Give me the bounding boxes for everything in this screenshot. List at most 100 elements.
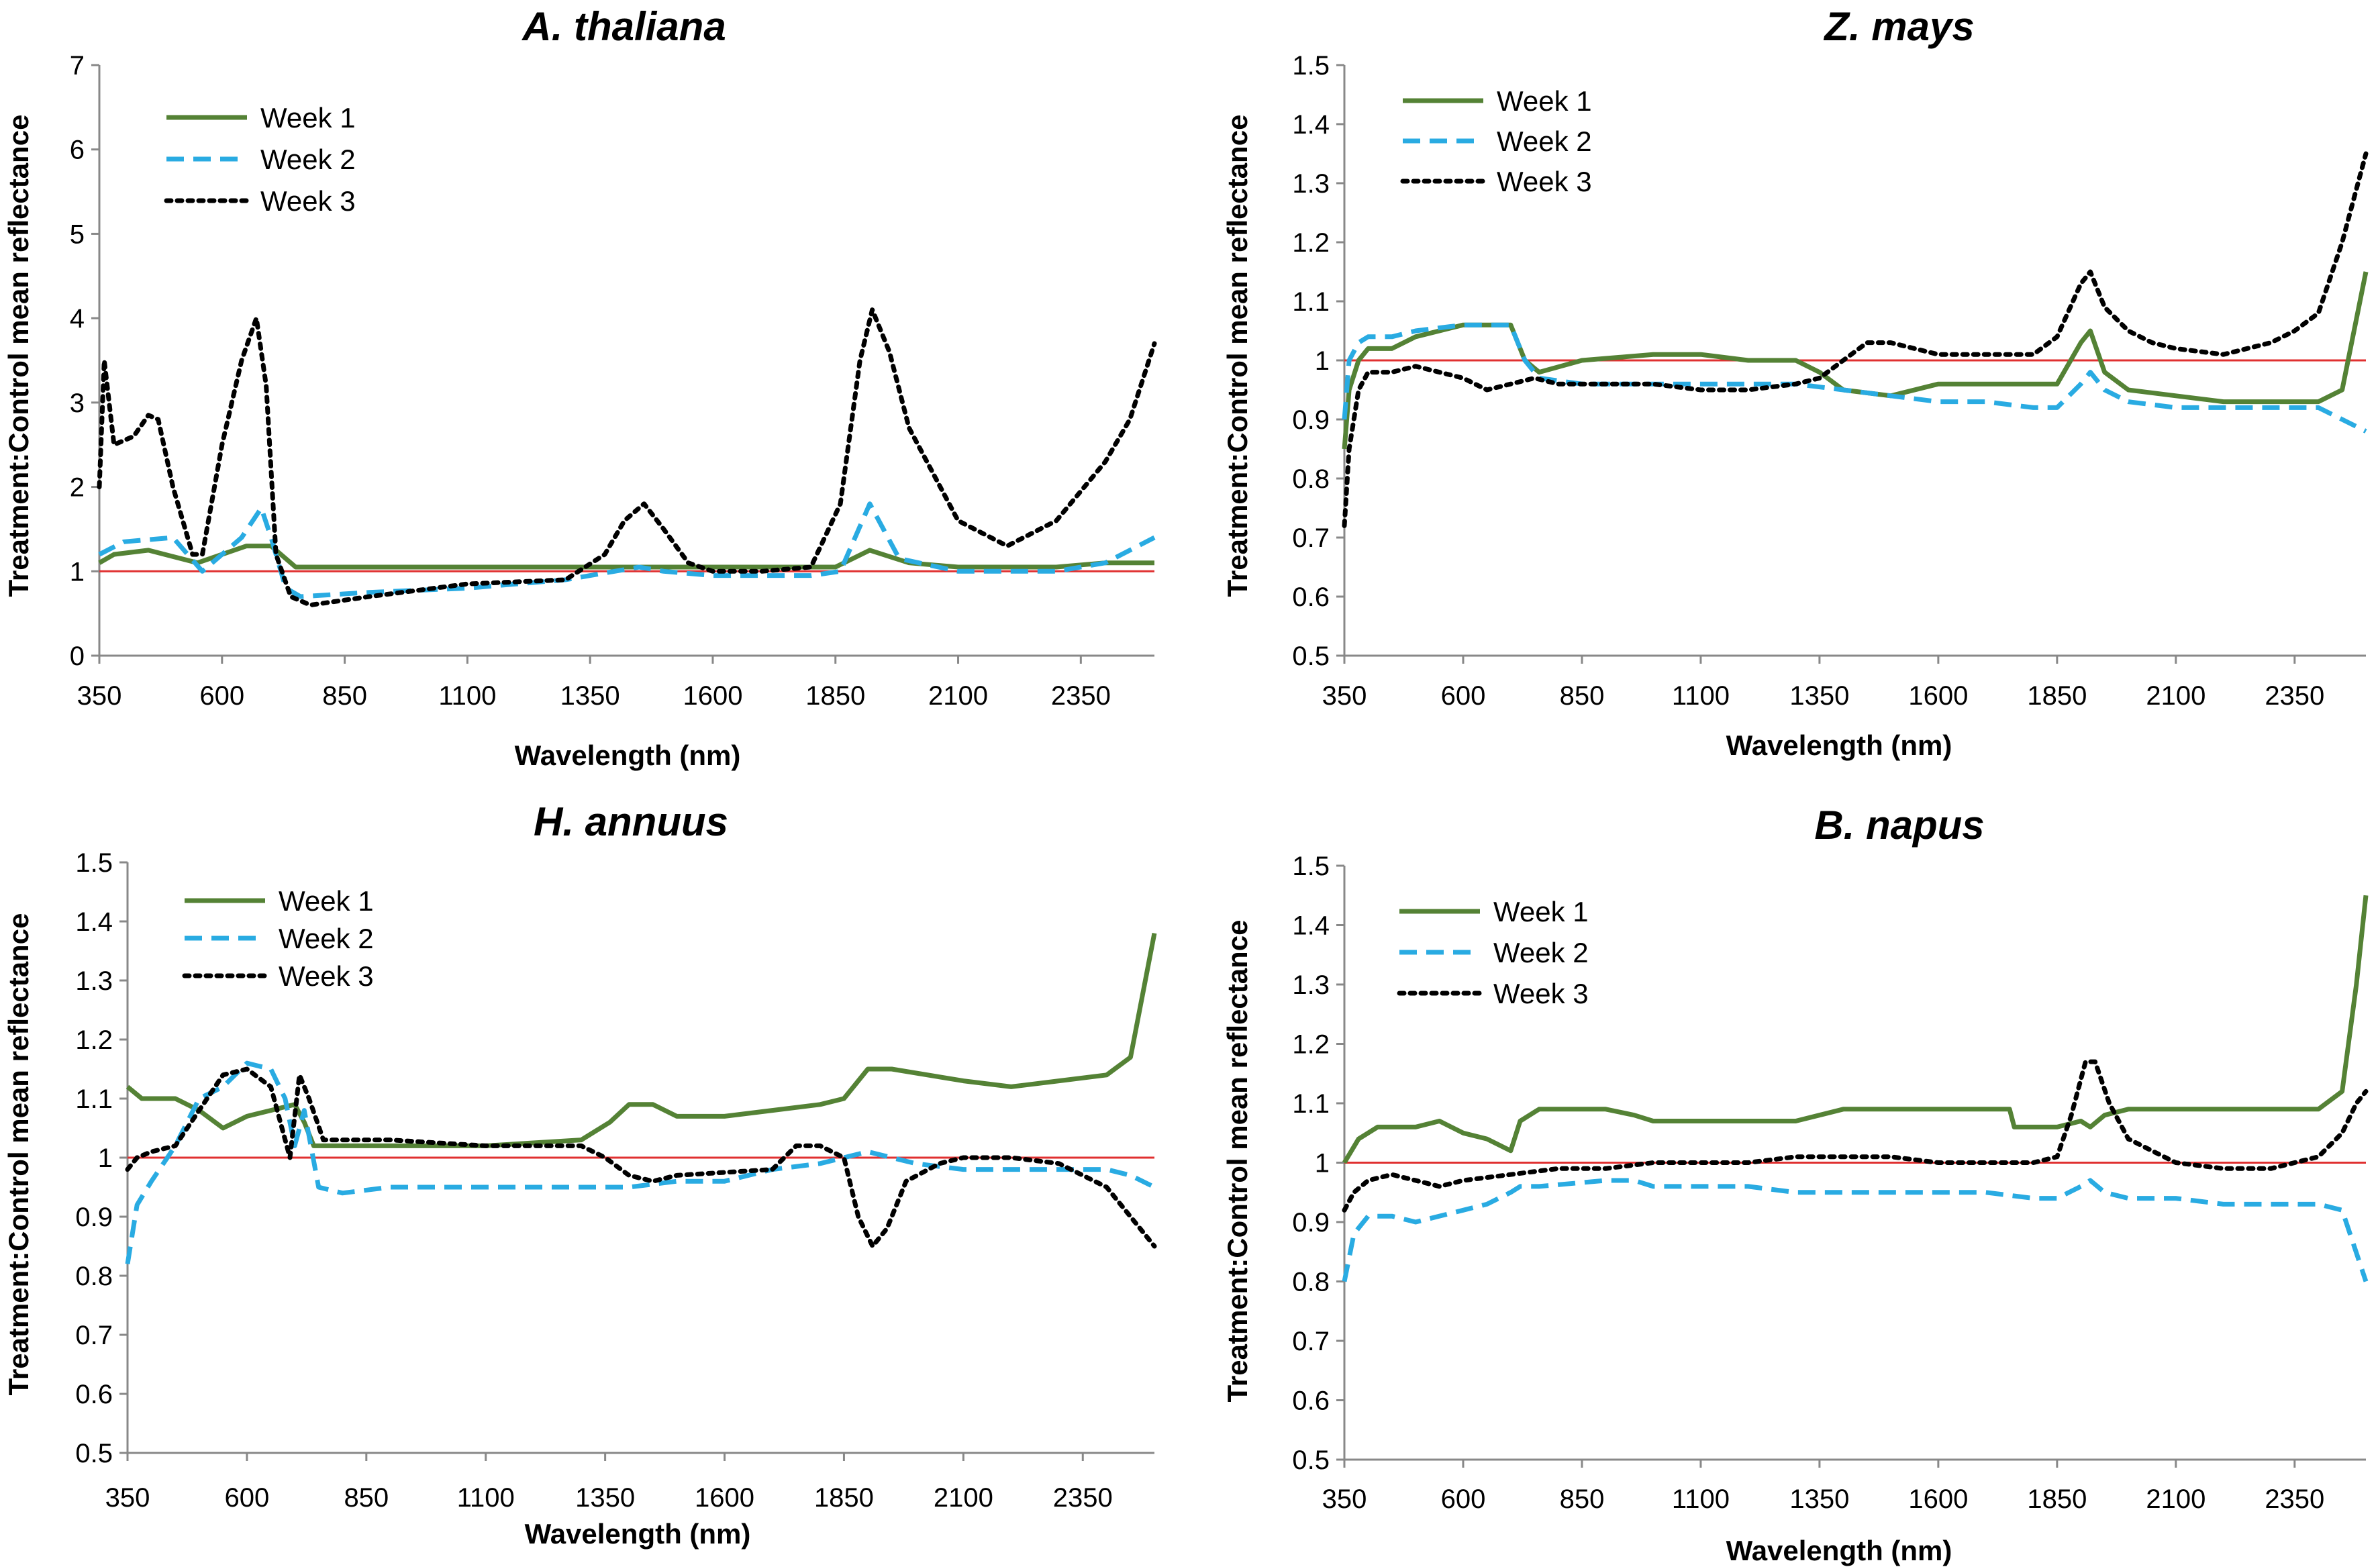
x-tick-label: 1600 bbox=[1908, 1484, 1968, 1514]
y-tick-label: 1.5 bbox=[1292, 852, 1330, 881]
y-tick-label: 1.4 bbox=[1292, 911, 1330, 941]
legend-label: Week 1 bbox=[279, 885, 374, 917]
x-tick-label: 1350 bbox=[1789, 1484, 1849, 1514]
x-tick-label: 600 bbox=[199, 681, 244, 711]
y-tick-label: 1.2 bbox=[1292, 1030, 1330, 1060]
series-line-week-1 bbox=[1342, 271, 2369, 450]
x-tick-label: 350 bbox=[1322, 681, 1367, 711]
x-tick-label: 350 bbox=[1322, 1484, 1367, 1514]
x-tick-label: 850 bbox=[344, 1483, 389, 1513]
y-tick-label: 1 bbox=[1315, 346, 1330, 376]
x-tick-label: 2350 bbox=[1051, 681, 1111, 711]
x-tick-label: 850 bbox=[322, 681, 367, 711]
chart-title: A. thaliana bbox=[521, 4, 726, 49]
y-axis-label: Treatment:Control mean reflectance bbox=[3, 913, 34, 1396]
legend-label: Week 2 bbox=[1493, 937, 1589, 968]
chart-title: H. annuus bbox=[534, 799, 728, 844]
x-tick-label: 1850 bbox=[805, 681, 865, 711]
x-axis-label: Wavelength (nm) bbox=[525, 1518, 751, 1550]
x-tick-label: 1100 bbox=[438, 681, 496, 711]
y-tick-label: 0.9 bbox=[1292, 405, 1330, 435]
y-tick-label: 0.5 bbox=[1292, 642, 1330, 671]
y-tick-label: 5 bbox=[70, 219, 85, 249]
legend: Week 1 Week 2 Week 3 bbox=[182, 885, 374, 992]
x-axis-label: Wavelength (nm) bbox=[515, 740, 741, 771]
y-tick-label: 7 bbox=[70, 51, 85, 81]
x-tick-label: 2350 bbox=[1053, 1483, 1113, 1513]
y-tick-label: 1.1 bbox=[1292, 1089, 1330, 1119]
legend-label: Week 2 bbox=[279, 923, 374, 954]
series-line-week-3 bbox=[97, 307, 1157, 608]
y-tick-label: 1.5 bbox=[75, 848, 113, 878]
x-tick-label: 1850 bbox=[814, 1483, 874, 1513]
x-tick-label: 600 bbox=[1441, 1484, 1486, 1514]
y-tick-label: 1.3 bbox=[1292, 169, 1330, 199]
chart-panel-2: 0.5 0.6 0.7 0.8 0.9 1 1.1 1.2 1.3 1.4 1.5 350 600 850… bbox=[1222, 4, 2369, 761]
x-tick-label: 850 bbox=[1560, 1484, 1605, 1514]
x-tick-label: 1100 bbox=[1672, 681, 1730, 711]
legend-label: Week 1 bbox=[260, 102, 356, 134]
chart-panel-4: 0.5 0.6 0.7 0.8 0.9 1 1.1 1.2 1.3 1.4 1.5 350 600 850… bbox=[1222, 803, 2369, 1566]
x-tick-label: 350 bbox=[77, 681, 122, 711]
y-tick-label: 0.7 bbox=[1292, 1327, 1330, 1356]
y-tick-label: 0.8 bbox=[1292, 1268, 1330, 1297]
y-tick-label: 6 bbox=[70, 136, 85, 165]
y-tick-label: 0 bbox=[70, 642, 85, 671]
y-tick-label: 0.6 bbox=[1292, 583, 1330, 612]
series-line-week-2 bbox=[1342, 1178, 2369, 1282]
y-tick-label: 1.2 bbox=[75, 1025, 113, 1055]
series-line-week-2 bbox=[125, 1060, 1156, 1264]
x-axis-label: Wavelength (nm) bbox=[1726, 1535, 1952, 1566]
legend: Week 1 Week 2 Week 3 bbox=[1400, 85, 1592, 197]
series-line-week-2 bbox=[1342, 322, 2367, 434]
x-tick-label: 850 bbox=[1560, 681, 1605, 711]
chart-title: Z. mays bbox=[1823, 4, 1974, 49]
x-tick-label: 2350 bbox=[2265, 681, 2324, 711]
legend-label: Week 2 bbox=[260, 144, 356, 175]
y-tick-label: 1.3 bbox=[75, 966, 113, 996]
legend-label: Week 2 bbox=[1497, 125, 1592, 157]
x-tick-label: 1350 bbox=[560, 681, 620, 711]
y-tick-label: 2 bbox=[70, 473, 85, 503]
x-tick-label: 1100 bbox=[457, 1483, 515, 1513]
legend-label: Week 3 bbox=[1497, 166, 1592, 197]
chart-panel-3: 0.5 0.6 0.7 0.8 0.9 1 1.1 1.2 1.3 1.4 1.5 350 600 850… bbox=[3, 799, 1157, 1550]
y-tick-label: 1.3 bbox=[1292, 970, 1330, 1000]
y-axis-label: Treatment:Control mean reflectance bbox=[3, 115, 34, 597]
x-tick-label: 1850 bbox=[2027, 681, 2087, 711]
x-tick-label: 1850 bbox=[2027, 1484, 2087, 1514]
x-tick-label: 1100 bbox=[1672, 1484, 1730, 1514]
x-axis-label: Wavelength (nm) bbox=[1726, 729, 1952, 761]
y-tick-label: 4 bbox=[70, 304, 85, 334]
legend: Week 1 Week 2 Week 3 bbox=[1397, 896, 1589, 1009]
series-line-week-3 bbox=[1342, 151, 2369, 528]
legend-label: Week 3 bbox=[279, 960, 374, 992]
y-tick-label: 0.5 bbox=[75, 1439, 113, 1468]
y-tick-label: 0.5 bbox=[1292, 1446, 1330, 1475]
x-tick-label: 1600 bbox=[695, 1483, 754, 1513]
legend: Week 1 Week 2 Week 3 bbox=[164, 102, 356, 217]
series-line-week-1 bbox=[126, 932, 1157, 1148]
chart-title: B. napus bbox=[1814, 803, 1984, 848]
y-tick-label: 1.1 bbox=[1292, 287, 1330, 317]
y-tick-label: 3 bbox=[70, 389, 85, 418]
y-tick-label: 1.2 bbox=[1292, 228, 1330, 258]
legend-label: Week 1 bbox=[1493, 896, 1589, 927]
x-tick-label: 600 bbox=[225, 1483, 270, 1513]
x-tick-label: 1600 bbox=[1908, 681, 1968, 711]
y-tick-label: 1.5 bbox=[1292, 51, 1330, 81]
x-tick-label: 1600 bbox=[683, 681, 742, 711]
y-tick-label: 1 bbox=[70, 557, 85, 587]
y-tick-label: 0.7 bbox=[1292, 523, 1330, 553]
x-tick-label: 2100 bbox=[928, 681, 988, 711]
series-line-week-1 bbox=[1342, 895, 2369, 1164]
x-tick-label: 2350 bbox=[2265, 1484, 2324, 1514]
series-line-week-3 bbox=[125, 1066, 1157, 1249]
series-line-week-2 bbox=[98, 501, 1156, 599]
chart-panel-1: 0 1 2 3 4 5 6 7 350 600 850 1100 1350 1600 1850 2100 235… bbox=[3, 4, 1157, 771]
y-tick-label: 1.1 bbox=[75, 1084, 113, 1114]
x-tick-label: 350 bbox=[105, 1483, 150, 1513]
y-tick-label: 0.6 bbox=[75, 1380, 113, 1409]
y-tick-label: 0.9 bbox=[75, 1203, 113, 1232]
